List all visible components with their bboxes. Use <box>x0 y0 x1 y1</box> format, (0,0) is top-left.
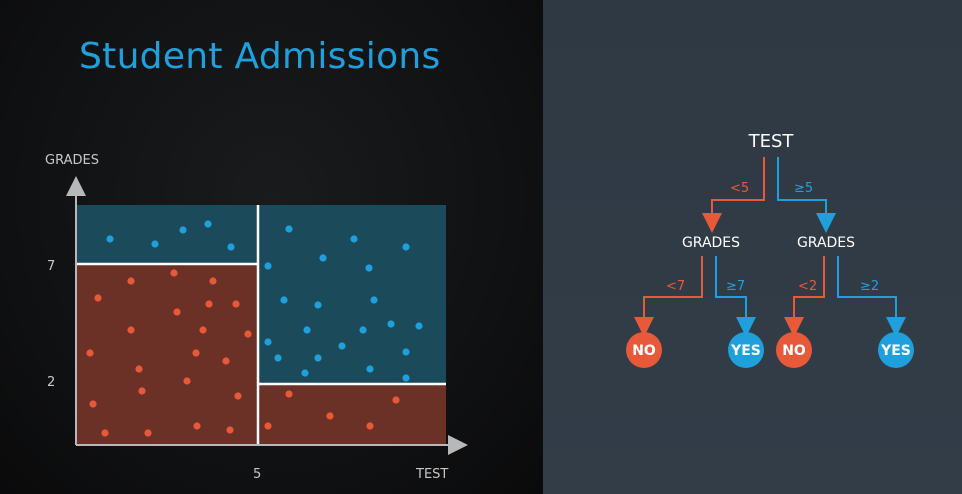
data-point <box>274 354 282 362</box>
data-point <box>359 326 367 334</box>
data-point <box>301 369 309 377</box>
leaf-no-1 <box>626 332 662 368</box>
data-point <box>326 412 334 420</box>
data-point <box>232 300 240 308</box>
data-point <box>280 296 288 304</box>
edge-right-no <box>784 256 825 337</box>
y-tick-7: 7 <box>47 259 55 274</box>
data-point <box>244 330 252 338</box>
data-point <box>106 235 114 243</box>
region-top-left <box>76 205 258 264</box>
data-point <box>222 357 230 365</box>
data-point <box>127 326 135 334</box>
leaf-yes-2 <box>878 332 914 368</box>
data-point <box>199 326 207 334</box>
edge-label-less-5: <5 <box>730 181 749 196</box>
data-point <box>204 220 212 228</box>
data-point <box>205 300 213 308</box>
data-point <box>227 243 235 251</box>
edge-left-no <box>634 256 703 337</box>
tree-node-grades-left: GRADES <box>682 235 740 251</box>
edge-right-yes <box>837 256 906 337</box>
data-point <box>234 392 242 400</box>
data-point <box>226 426 234 434</box>
leaf-no-2-label: NO <box>782 343 806 359</box>
leaf-no-2 <box>776 332 812 368</box>
data-point <box>402 374 410 382</box>
edge-label-less-7: <7 <box>666 279 685 294</box>
page-title: Student Admissions <box>79 36 441 77</box>
data-point <box>264 422 272 430</box>
data-point <box>209 277 217 285</box>
data-point <box>350 235 358 243</box>
data-point <box>127 277 135 285</box>
data-point <box>285 390 293 398</box>
data-point <box>285 225 293 233</box>
data-point <box>264 262 272 270</box>
data-point <box>402 348 410 356</box>
data-point <box>193 422 201 430</box>
data-point <box>101 429 109 437</box>
right-panel <box>543 0 962 494</box>
edge-label-geq-2: ≥2 <box>860 279 879 294</box>
data-point <box>415 322 423 330</box>
y-tick-2: 2 <box>47 375 55 390</box>
data-point <box>135 365 143 373</box>
data-point <box>144 429 152 437</box>
data-point <box>192 349 200 357</box>
region-bottom-left <box>76 264 258 445</box>
data-point <box>392 396 400 404</box>
x-tick-5: 5 <box>253 467 261 482</box>
data-point <box>138 387 146 395</box>
data-point <box>314 354 322 362</box>
data-point <box>338 342 346 350</box>
tree-root-test: TEST <box>748 131 795 152</box>
data-point <box>387 320 395 328</box>
data-points <box>86 220 423 437</box>
data-point <box>89 400 97 408</box>
data-point <box>366 422 374 430</box>
edge-root-left <box>702 157 765 233</box>
data-point <box>402 243 410 251</box>
data-point <box>151 240 159 248</box>
data-point <box>170 269 178 277</box>
data-point <box>173 308 181 316</box>
data-point <box>319 254 327 262</box>
data-point <box>303 326 311 334</box>
data-point <box>179 226 187 234</box>
data-point <box>86 349 94 357</box>
edge-label-geq-5: ≥5 <box>794 181 813 196</box>
data-point <box>366 365 374 373</box>
edge-left-yes <box>715 256 756 337</box>
tree-node-grades-right: GRADES <box>797 235 855 251</box>
data-point <box>314 301 322 309</box>
data-point <box>94 294 102 302</box>
edge-label-geq-7: ≥7 <box>726 279 745 294</box>
data-point <box>365 264 373 272</box>
leaf-yes-1-label: YES <box>730 343 761 359</box>
data-point <box>183 377 191 385</box>
edge-root-right <box>777 157 836 233</box>
data-point <box>264 338 272 346</box>
y-axis-label: GRADES <box>45 153 99 168</box>
leaf-yes-2-label: YES <box>880 343 911 359</box>
x-axis-label: TEST <box>415 467 448 482</box>
edge-label-less-2: <2 <box>798 279 817 294</box>
data-point <box>370 296 378 304</box>
leaf-no-1-label: NO <box>632 343 656 359</box>
region-right-top <box>258 205 446 384</box>
leaf-yes-1 <box>728 332 764 368</box>
